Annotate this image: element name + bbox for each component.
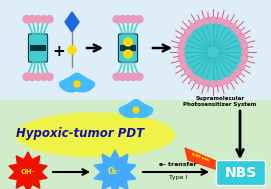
Circle shape xyxy=(124,38,132,46)
Circle shape xyxy=(40,73,47,80)
Circle shape xyxy=(124,50,132,58)
Polygon shape xyxy=(9,152,47,189)
Circle shape xyxy=(179,56,185,62)
Circle shape xyxy=(190,24,196,30)
Circle shape xyxy=(235,69,241,75)
Circle shape xyxy=(239,63,245,69)
Circle shape xyxy=(68,46,76,54)
Circle shape xyxy=(230,74,236,80)
Polygon shape xyxy=(119,100,153,118)
Ellipse shape xyxy=(15,112,175,157)
Circle shape xyxy=(224,78,230,84)
Circle shape xyxy=(210,17,216,23)
Text: Hypoxic-tumor PDT: Hypoxic-tumor PDT xyxy=(16,126,144,139)
Text: e- transfer: e- transfer xyxy=(159,163,197,167)
Circle shape xyxy=(217,18,223,24)
Circle shape xyxy=(124,16,132,23)
Bar xyxy=(0,100,271,189)
Circle shape xyxy=(203,18,209,24)
Circle shape xyxy=(113,73,120,80)
Circle shape xyxy=(133,107,139,113)
Polygon shape xyxy=(94,150,136,189)
Polygon shape xyxy=(185,148,218,170)
Circle shape xyxy=(23,16,30,23)
Circle shape xyxy=(196,20,202,26)
Circle shape xyxy=(46,73,53,80)
Circle shape xyxy=(124,73,132,80)
Circle shape xyxy=(46,16,53,23)
Circle shape xyxy=(185,29,191,35)
Text: Supramolecular
Photosensitizer System: Supramolecular Photosensitizer System xyxy=(183,96,257,107)
Circle shape xyxy=(136,16,143,23)
Circle shape xyxy=(74,81,80,87)
Bar xyxy=(30,45,46,51)
Circle shape xyxy=(29,16,36,23)
Circle shape xyxy=(235,29,241,35)
Circle shape xyxy=(241,56,247,62)
FancyBboxPatch shape xyxy=(28,34,48,62)
Circle shape xyxy=(224,20,230,26)
Circle shape xyxy=(210,81,216,87)
Text: Type I: Type I xyxy=(169,176,187,180)
Circle shape xyxy=(130,73,137,80)
Text: O₂⁻: O₂⁻ xyxy=(108,167,122,177)
Circle shape xyxy=(119,73,126,80)
Circle shape xyxy=(179,18,247,86)
Circle shape xyxy=(130,16,137,23)
FancyBboxPatch shape xyxy=(217,160,266,185)
Circle shape xyxy=(181,63,187,69)
Polygon shape xyxy=(65,12,79,32)
Circle shape xyxy=(101,158,129,186)
Circle shape xyxy=(185,69,191,75)
Circle shape xyxy=(34,73,42,80)
Circle shape xyxy=(217,80,223,86)
Circle shape xyxy=(23,73,30,80)
Circle shape xyxy=(203,80,209,86)
Circle shape xyxy=(242,49,248,55)
Circle shape xyxy=(179,42,185,48)
Circle shape xyxy=(241,42,247,48)
Circle shape xyxy=(196,78,202,84)
FancyBboxPatch shape xyxy=(118,34,138,62)
Circle shape xyxy=(178,49,184,55)
Circle shape xyxy=(190,74,196,80)
Circle shape xyxy=(230,24,236,30)
Circle shape xyxy=(181,35,187,41)
Text: 630 nm: 630 nm xyxy=(191,152,209,162)
Bar xyxy=(0,0,271,100)
Text: NBS: NBS xyxy=(225,166,257,180)
Polygon shape xyxy=(60,73,95,92)
Circle shape xyxy=(34,16,42,23)
Circle shape xyxy=(29,73,36,80)
Text: OH·: OH· xyxy=(21,169,35,175)
Bar xyxy=(120,45,136,51)
Circle shape xyxy=(40,16,47,23)
Circle shape xyxy=(16,160,40,184)
Circle shape xyxy=(119,16,126,23)
Circle shape xyxy=(113,16,120,23)
Circle shape xyxy=(239,35,245,41)
Circle shape xyxy=(136,73,143,80)
Text: +: + xyxy=(53,44,65,60)
